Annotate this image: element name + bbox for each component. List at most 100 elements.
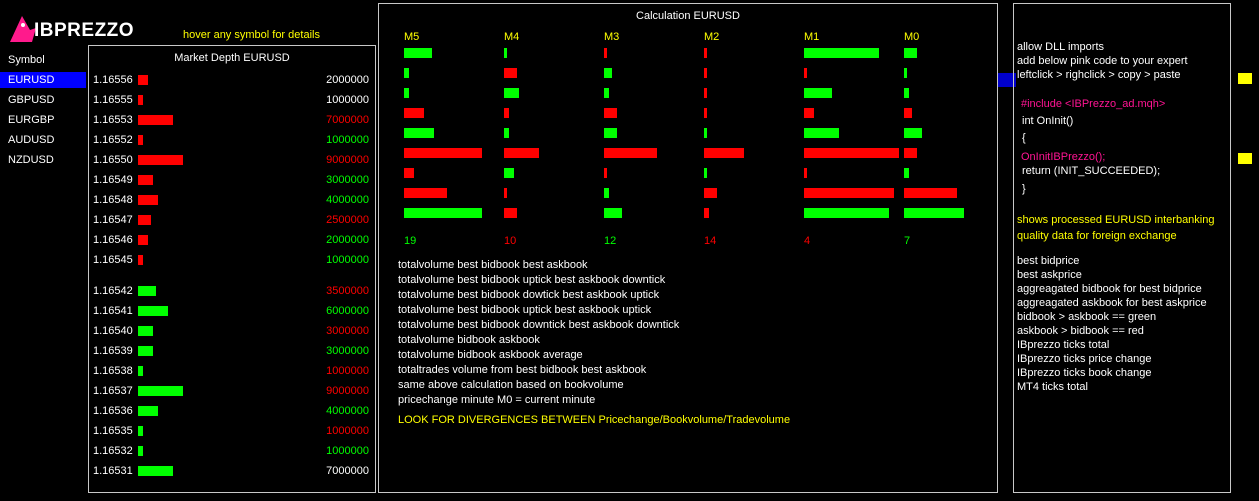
- hover-hint: hover any symbol for details: [183, 29, 320, 41]
- code-include[interactable]: #include <IBPrezzo_ad.mqh>: [1021, 98, 1166, 110]
- market-depth-panel: Market Depth EURUSD 1.16556 2000000 1.1655…: [88, 45, 376, 493]
- legend-line: best askprice: [1017, 269, 1082, 281]
- divergence-note: LOOK FOR DIVERGENCES BETWEEN Pricechange…: [398, 414, 791, 426]
- calc-column-label-m3: M3: [604, 31, 620, 43]
- calc-column-total: 7: [904, 235, 911, 247]
- code-call[interactable]: OnInitIBPrezzo();: [1021, 151, 1106, 163]
- depth-volume-bar: [138, 75, 148, 85]
- depth-volume: 4000000: [326, 194, 369, 206]
- calc-bar: [804, 168, 807, 178]
- code-brace-close[interactable]: }: [1022, 183, 1026, 195]
- depth-volume: 3000000: [326, 325, 369, 337]
- copy-marker-icon[interactable]: [1238, 73, 1252, 84]
- ibprezzo-logo: IBPREZZO: [8, 14, 158, 48]
- depth-row: 1.16546 2000000: [93, 232, 369, 248]
- calc-bar: [504, 168, 514, 178]
- depth-row: 1.16555 1000000: [93, 92, 369, 108]
- symbol-item-eurusd[interactable]: EURUSD: [0, 72, 86, 88]
- depth-price: 1.16555: [93, 94, 133, 106]
- depth-price: 1.16556: [93, 74, 133, 86]
- legend-line: bidbook > askbook == green: [1017, 311, 1157, 323]
- calc-bar: [904, 188, 957, 198]
- calc-bar: [804, 88, 832, 98]
- depth-volume-bar: [138, 446, 143, 456]
- depth-volume: 6000000: [326, 305, 369, 317]
- depth-volume-bar: [138, 406, 158, 416]
- depth-volume: 1000000: [326, 425, 369, 437]
- depth-volume: 9000000: [326, 154, 369, 166]
- depth-volume: 4000000: [326, 405, 369, 417]
- depth-volume-bar: [138, 235, 148, 245]
- calc-bar: [504, 48, 507, 58]
- calc-bar: [404, 128, 434, 138]
- calc-bar: [804, 48, 879, 58]
- logo-text: IBPREZZO: [34, 20, 135, 41]
- depth-price: 1.16550: [93, 154, 133, 166]
- depth-volume-bar: [138, 386, 183, 396]
- depth-volume-bar: [138, 346, 153, 356]
- calc-bar: [404, 188, 447, 198]
- depth-price: 1.16542: [93, 285, 133, 297]
- ibprezzo-logo-icon: [10, 16, 36, 42]
- calc-bar: [604, 88, 609, 98]
- instruction-line: add below pink code to your expert: [1017, 55, 1188, 67]
- calc-bar: [404, 168, 414, 178]
- depth-price: 1.16545: [93, 254, 133, 266]
- calc-bar: [904, 128, 922, 138]
- calc-description-line: pricechange minute M0 = current minute: [398, 394, 596, 406]
- depth-row: 1.16535 1000000: [93, 423, 369, 439]
- depth-volume-bar: [138, 215, 151, 225]
- depth-volume-bar: [138, 135, 143, 145]
- depth-price: 1.16548: [93, 194, 133, 206]
- calc-bar: [404, 208, 482, 218]
- symbol-item-gbpusd[interactable]: GBPUSD: [8, 94, 55, 106]
- depth-price: 1.16546: [93, 234, 133, 246]
- depth-volume: 7000000: [326, 465, 369, 477]
- code-brace-open[interactable]: {: [1022, 132, 1026, 144]
- depth-volume-bar: [138, 115, 173, 125]
- depth-volume-bar: [138, 95, 143, 105]
- calc-bar: [404, 148, 482, 158]
- depth-volume: 2500000: [326, 214, 369, 226]
- calc-column-total: 4: [804, 235, 811, 247]
- calc-bar: [704, 88, 707, 98]
- calc-bar: [604, 148, 657, 158]
- depth-row: 1.16540 3000000: [93, 323, 369, 339]
- calc-description-line: totalvolume best bidbook dowtick best as…: [398, 289, 660, 301]
- note-line: quality data for foreign exchange: [1017, 230, 1177, 242]
- symbol-item-audusd[interactable]: AUDUSD: [8, 134, 55, 146]
- depth-row: 1.16536 4000000: [93, 403, 369, 419]
- depth-row: 1.16547 2500000: [93, 212, 369, 228]
- depth-volume: 3500000: [326, 285, 369, 297]
- symbol-item-eurgbp[interactable]: EURGBP: [8, 114, 55, 126]
- depth-volume: 2000000: [326, 234, 369, 246]
- legend-line: best bidprice: [1017, 255, 1080, 267]
- calc-bar: [804, 108, 814, 118]
- calc-bar: [604, 208, 622, 218]
- depth-price: 1.16547: [93, 214, 133, 226]
- depth-volume-bar: [138, 306, 168, 316]
- calc-description-line: totaltrades volume from best bidbook bes…: [398, 364, 647, 376]
- calc-bar: [504, 128, 509, 138]
- depth-price: 1.16549: [93, 174, 133, 186]
- calc-bar: [904, 108, 912, 118]
- copy-marker-icon[interactable]: [1238, 153, 1252, 164]
- legend-line: IBprezzo ticks book change: [1017, 367, 1152, 379]
- instruction-line: allow DLL imports: [1017, 41, 1105, 53]
- code-return[interactable]: return (INIT_SUCCEEDED);: [1022, 165, 1161, 177]
- depth-row: 1.16549 3000000: [93, 172, 369, 188]
- symbol-item-nzdusd[interactable]: NZDUSD: [8, 154, 54, 166]
- calc-bar: [604, 108, 617, 118]
- calc-description-line: totalvolume best bidbook best askbook: [398, 259, 588, 271]
- depth-row: 1.16548 4000000: [93, 192, 369, 208]
- depth-volume: 2000000: [326, 74, 369, 86]
- legend-line: askbook > bidbook == red: [1017, 325, 1144, 337]
- calc-bar: [904, 208, 964, 218]
- code-oninit[interactable]: int OnInit(): [1022, 115, 1074, 127]
- calc-bar: [904, 48, 917, 58]
- calc-bar: [504, 68, 517, 78]
- calc-bar: [504, 148, 539, 158]
- calc-bar: [504, 188, 507, 198]
- depth-row: 1.16542 3500000: [93, 283, 369, 299]
- calc-column-total: 19: [404, 235, 417, 247]
